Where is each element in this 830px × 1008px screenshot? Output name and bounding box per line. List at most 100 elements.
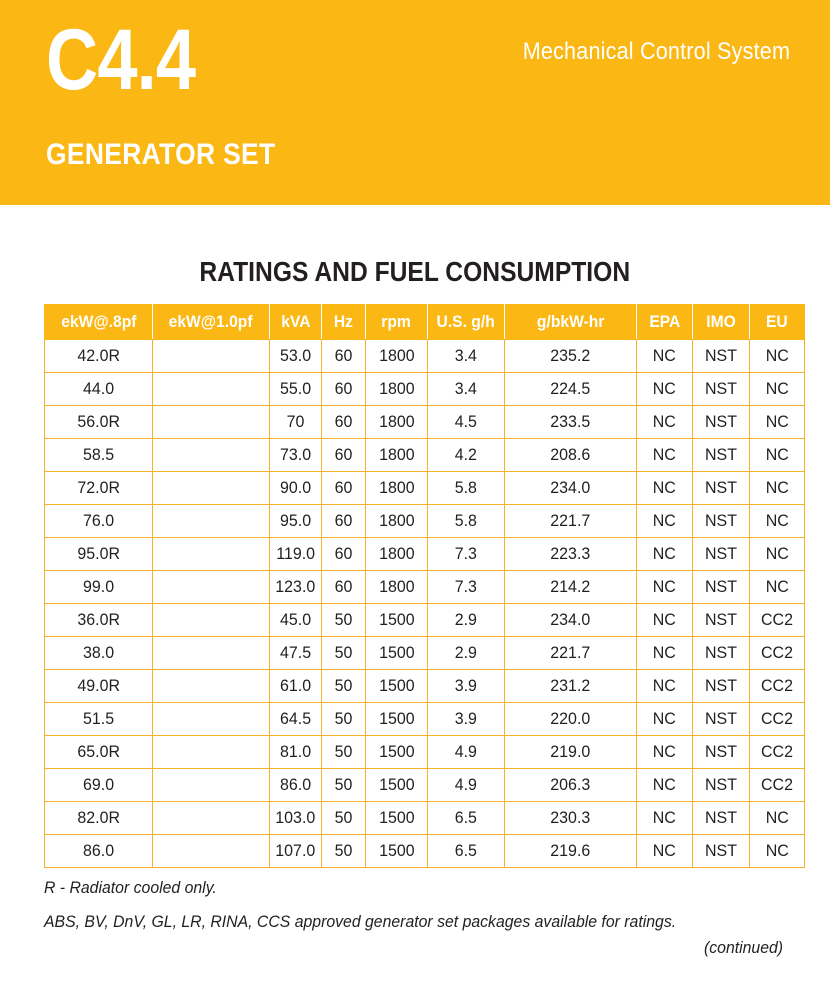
cell-eu: CC2 (749, 702, 805, 736)
footnote-approvals: ABS, BV, DnV, GL, LR, RINA, CCS approved… (44, 912, 786, 932)
cell-imo: NST (692, 636, 750, 670)
cell-eu: CC2 (749, 768, 805, 802)
cell-value: 44.0 (82, 379, 115, 398)
cell-value: NST (705, 643, 737, 662)
cell-rpm: 1800 (365, 504, 428, 538)
cell-value: 220.0 (550, 709, 591, 728)
cell-value: NC (765, 808, 789, 827)
cell-value: 1500 (378, 709, 415, 728)
table-row: 95.0R 119.0 60 1800 7.3 223.3 NC NST NC (44, 537, 805, 571)
cell-ekw-08pf: 51.5 (44, 702, 153, 736)
cell-value: 4.9 (454, 742, 478, 761)
cell-epa: NC (636, 339, 693, 373)
column-header-label: EPA (648, 312, 680, 331)
model-name: C4.4 (46, 12, 196, 108)
column-header-rpm: rpm (365, 304, 428, 340)
cell-value: NC (652, 577, 677, 596)
table-body: 42.0R 53.0 60 1800 3.4 235.2 NC NST NC 44.0 55.0 60… (44, 339, 805, 868)
cell-us-gph: 2.9 (427, 636, 505, 670)
cell-ekw-08pf: 58.5 (44, 438, 153, 472)
cell-value: 1800 (378, 379, 415, 398)
cell-value: 47.5 (279, 643, 312, 662)
cell-value: 206.3 (550, 775, 591, 794)
cell-value: 1500 (378, 775, 415, 794)
cell-value: 3.4 (454, 379, 478, 398)
cell-ekw-08pf: 49.0R (44, 669, 153, 703)
cell-ekw-10pf (152, 438, 270, 472)
cell-value: 231.2 (550, 676, 591, 695)
cell-kva: 95.0 (269, 504, 322, 538)
cell-value: 1800 (378, 577, 415, 596)
table-row: 49.0R 61.0 50 1500 3.9 231.2 NC NST CC2 (44, 669, 805, 703)
cell-rpm: 1500 (365, 834, 428, 868)
cell-eu: NC (749, 504, 805, 538)
cell-imo: NST (692, 768, 750, 802)
cell-us-gph: 6.5 (427, 834, 505, 868)
cell-value: 49.0R (77, 676, 120, 695)
cell-value: CC2 (761, 742, 793, 761)
cell-g-bkw-hr: 235.2 (504, 339, 637, 373)
column-header-label: IMO (706, 312, 736, 331)
column-header-ekw-10pf: ekW@1.0pf (152, 304, 270, 340)
table-header-row: ekW@.8pf ekW@1.0pf kVA Hz rpm U.S. g/h g… (44, 304, 805, 340)
cell-value: 224.5 (550, 379, 591, 398)
page-header-band: C4.4 GENERATOR SET Mechanical Control Sy… (0, 0, 830, 205)
cell-value: NC (652, 808, 677, 827)
cell-value: 36.0R (77, 610, 120, 629)
cell-kva: 70 (269, 405, 322, 439)
cell-value: 53.0 (279, 346, 312, 365)
column-header-label: rpm (381, 312, 412, 331)
cell-value: 50 (334, 676, 353, 695)
cell-value: CC2 (761, 610, 793, 629)
cell-value: 56.0R (77, 412, 120, 431)
cell-value: 60 (334, 379, 353, 398)
cell-value: 221.7 (550, 643, 591, 662)
column-header-hz: Hz (321, 304, 366, 340)
cell-value: 4.2 (454, 445, 478, 464)
cell-value: 1800 (378, 478, 415, 497)
column-header-us-gph: U.S. g/h (427, 304, 505, 340)
cell-ekw-10pf (152, 537, 270, 571)
cell-g-bkw-hr: 230.3 (504, 801, 637, 835)
cell-hz: 60 (321, 504, 366, 538)
cell-g-bkw-hr: 219.6 (504, 834, 637, 868)
cell-hz: 50 (321, 669, 366, 703)
cell-epa: NC (636, 372, 693, 406)
column-header-label: g/bkW-hr (536, 312, 605, 331)
cell-value: NC (652, 841, 677, 860)
ratings-table-container: ekW@.8pf ekW@1.0pf kVA Hz rpm U.S. g/h g… (44, 304, 805, 868)
cell-value: NC (652, 544, 677, 563)
footnote-radiator: R - Radiator cooled only. (44, 878, 786, 898)
column-header-label: U.S. g/h (436, 312, 496, 331)
table-row: 86.0 107.0 50 1500 6.5 219.6 NC NST NC (44, 834, 805, 868)
cell-epa: NC (636, 570, 693, 604)
column-header-eu: EU (749, 304, 805, 340)
cell-us-gph: 7.3 (427, 570, 505, 604)
cell-g-bkw-hr: 214.2 (504, 570, 637, 604)
cell-value: NC (765, 379, 789, 398)
cell-eu: CC2 (749, 603, 805, 637)
cell-value: 60 (334, 577, 353, 596)
cell-epa: NC (636, 405, 693, 439)
cell-g-bkw-hr: 219.0 (504, 735, 637, 769)
cell-rpm: 1500 (365, 636, 428, 670)
cell-us-gph: 4.2 (427, 438, 505, 472)
cell-value: 60 (334, 412, 353, 431)
cell-value: NC (652, 610, 677, 629)
cell-g-bkw-hr: 231.2 (504, 669, 637, 703)
cell-us-gph: 3.9 (427, 669, 505, 703)
cell-us-gph: 2.9 (427, 603, 505, 637)
cell-ekw-10pf (152, 570, 270, 604)
cell-us-gph: 4.5 (427, 405, 505, 439)
cell-eu: NC (749, 834, 805, 868)
cell-kva: 55.0 (269, 372, 322, 406)
cell-eu: NC (749, 438, 805, 472)
cell-kva: 81.0 (269, 735, 322, 769)
cell-imo: NST (692, 834, 750, 868)
cell-value: NC (652, 643, 677, 662)
column-header-label: Hz (333, 312, 354, 331)
cell-rpm: 1500 (365, 702, 428, 736)
cell-value: 55.0 (279, 379, 312, 398)
cell-value: NST (705, 445, 737, 464)
cell-epa: NC (636, 801, 693, 835)
